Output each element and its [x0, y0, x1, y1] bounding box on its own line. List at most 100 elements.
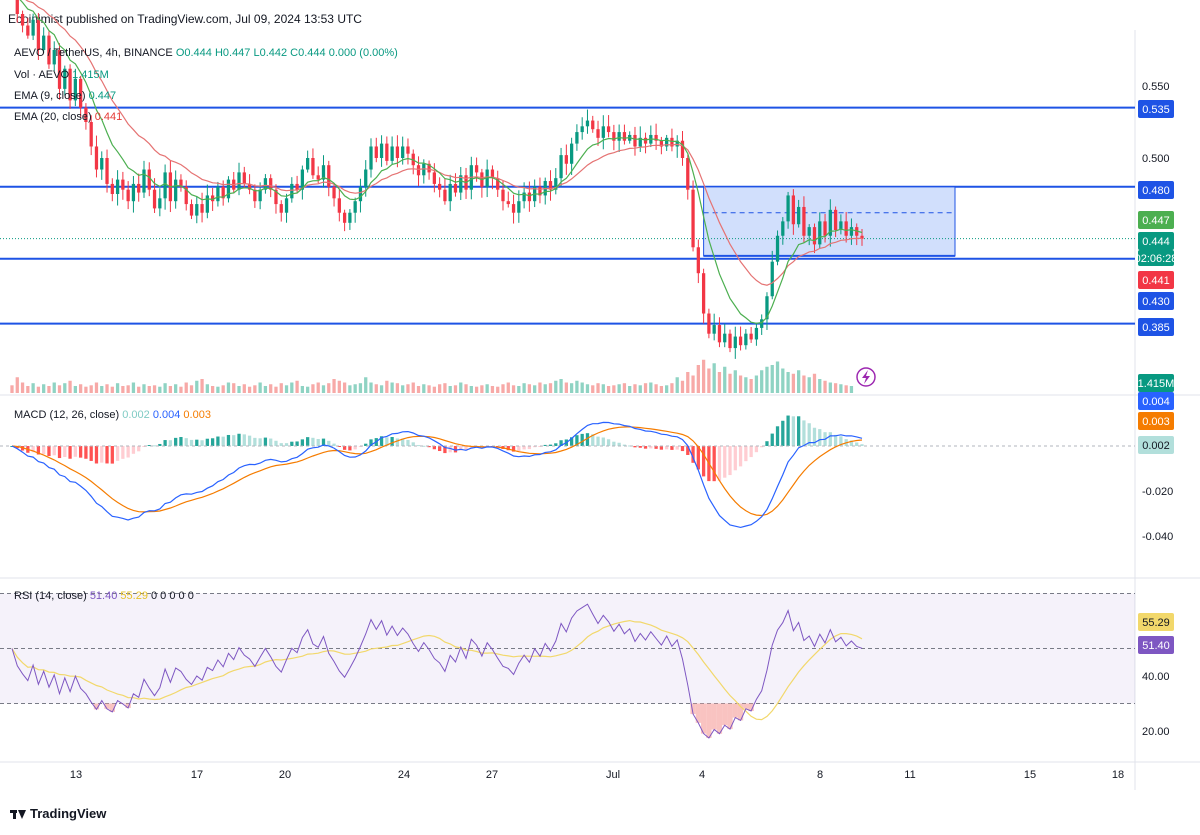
macd-histogram-bar [427, 446, 431, 448]
macd-histogram-bar [612, 441, 616, 446]
candle-body [105, 158, 109, 184]
macd-histogram-bar [701, 446, 706, 477]
candle-body [818, 221, 822, 245]
macd-histogram-bar [617, 442, 621, 446]
volume-bar [480, 385, 484, 393]
volume-bar [643, 383, 648, 393]
macd-histogram-bar [511, 446, 516, 452]
rsi-oversold-fill [727, 703, 733, 730]
volume-bar [569, 383, 574, 393]
candle [744, 329, 748, 350]
candle-body [849, 227, 854, 236]
ema9-label[interactable]: EMA (9, close) [14, 90, 86, 102]
volume-bar [47, 386, 51, 393]
macd-label[interactable]: MACD (12, 26, close) [14, 409, 120, 421]
candle [749, 326, 753, 343]
volume-bar [348, 385, 352, 393]
candle [675, 135, 679, 158]
volume-bar [142, 384, 146, 393]
volume-bar [247, 386, 252, 393]
candle-body [839, 221, 843, 230]
candle-body [158, 198, 162, 209]
candle [274, 184, 278, 214]
volume-bar [253, 385, 257, 393]
x-tick-label: 24 [398, 769, 410, 781]
volume-bar [474, 386, 479, 393]
rsi-badge-1: 51.40 [1138, 636, 1174, 654]
candle [760, 314, 764, 335]
candle [606, 115, 611, 138]
candle [797, 199, 801, 228]
candle-body [844, 221, 848, 236]
rsi-oversold-fill [716, 703, 723, 734]
candle-body [152, 189, 157, 209]
macd-histogram-bar [327, 440, 331, 446]
macd-histogram-bar [279, 443, 283, 446]
volume-bar [612, 385, 616, 393]
volume-bar [337, 380, 341, 393]
macd-histogram-bar [496, 446, 500, 448]
macd-histogram-bar [395, 438, 400, 446]
candle [612, 124, 616, 151]
rsi-label[interactable]: RSI (14, close) [14, 590, 87, 602]
macd-histogram-bar [422, 445, 426, 447]
volume-bar [432, 386, 436, 393]
rsi-oversold-fill [125, 703, 131, 708]
volume-bar [321, 385, 326, 393]
candle-body [712, 325, 716, 334]
volume-bar [163, 383, 167, 393]
candle [52, 41, 56, 72]
macd-histogram-bar [533, 446, 537, 448]
candle [775, 230, 780, 266]
candle [115, 170, 120, 206]
volume-bar [279, 383, 283, 393]
candle-body [200, 204, 204, 213]
volume-bar [147, 386, 151, 393]
volume-bar [31, 383, 35, 393]
candle [548, 170, 553, 201]
candle [580, 117, 584, 140]
price-pane[interactable] [0, 0, 1135, 393]
volume-bar [707, 368, 711, 393]
candle [665, 134, 669, 151]
candle [575, 124, 579, 151]
candle-body [374, 146, 378, 158]
macd-histogram-bar [712, 446, 716, 482]
volume-bar [728, 373, 732, 393]
tradingview-logo[interactable]: TradingView [10, 806, 106, 821]
rsi-oversold-fill [748, 703, 754, 712]
macd-histogram-bar [300, 439, 305, 446]
volume-bar [559, 379, 563, 393]
volume-label[interactable]: Vol · AEVO [14, 69, 70, 81]
macd-histogram-bar [42, 446, 46, 455]
candle-body [775, 235, 780, 262]
rsi-pane[interactable] [0, 593, 1135, 739]
rsi-oversold-fill [104, 703, 110, 709]
volume-bar [20, 382, 25, 393]
candle [94, 135, 99, 178]
candle [226, 176, 231, 203]
candle [585, 109, 590, 134]
volume-bar [42, 384, 46, 393]
price-tick-label: 0.550 [1142, 81, 1170, 93]
volume-bar [311, 384, 315, 393]
volume-bar [105, 384, 109, 393]
macd-histogram-bar [686, 446, 690, 455]
candle [538, 177, 542, 204]
candle-body [184, 186, 188, 205]
volume-bar [232, 383, 236, 393]
macd-histogram-bar [247, 435, 252, 446]
candle [84, 103, 88, 130]
candle-body [580, 126, 584, 133]
candle-body [696, 247, 700, 274]
symbol-label[interactable]: AEVO / TetherUS, 4h, BINANCE [14, 47, 173, 59]
lightning-icon[interactable] [856, 367, 876, 387]
candle-body [179, 179, 183, 187]
candle-body [860, 235, 864, 239]
ema20-label[interactable]: EMA (20, close) [14, 111, 92, 123]
candle [533, 179, 537, 208]
macd-histogram-bar [797, 416, 801, 446]
macd-pane[interactable] [0, 415, 1135, 529]
candle [406, 138, 410, 165]
